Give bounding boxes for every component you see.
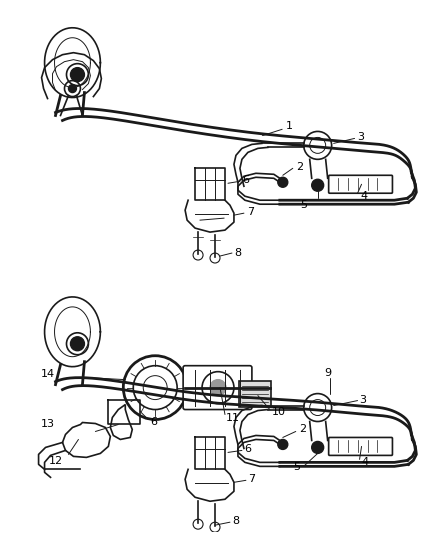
Text: 1: 1 [286, 122, 293, 132]
Text: 2: 2 [296, 163, 303, 172]
Text: 12: 12 [49, 456, 63, 466]
Text: 7: 7 [247, 207, 254, 217]
Circle shape [68, 85, 77, 93]
Text: 6: 6 [242, 175, 249, 185]
Polygon shape [110, 405, 132, 439]
Text: 7: 7 [248, 474, 255, 484]
FancyBboxPatch shape [239, 381, 271, 407]
Text: 8: 8 [232, 516, 239, 526]
Text: 4: 4 [361, 457, 369, 467]
Text: 4: 4 [360, 191, 367, 201]
Polygon shape [63, 423, 110, 457]
Text: 8: 8 [234, 248, 241, 258]
Text: 3: 3 [357, 132, 364, 142]
Text: 5: 5 [293, 462, 300, 472]
Circle shape [312, 441, 324, 454]
FancyBboxPatch shape [183, 366, 252, 409]
Circle shape [71, 337, 85, 351]
Text: 9: 9 [325, 368, 332, 378]
Circle shape [71, 68, 85, 82]
Text: 11: 11 [226, 413, 240, 423]
Text: 13: 13 [41, 419, 55, 430]
Text: 14: 14 [41, 369, 55, 378]
FancyBboxPatch shape [328, 175, 392, 193]
Text: 10: 10 [272, 407, 286, 416]
Text: 2: 2 [299, 424, 306, 434]
Text: 6: 6 [244, 445, 251, 455]
FancyBboxPatch shape [328, 438, 392, 455]
Circle shape [278, 177, 288, 187]
Text: 3: 3 [360, 394, 367, 405]
Text: 5: 5 [300, 200, 307, 210]
Circle shape [312, 179, 324, 191]
Circle shape [278, 439, 288, 449]
Circle shape [210, 379, 226, 395]
Text: 6: 6 [150, 416, 157, 426]
